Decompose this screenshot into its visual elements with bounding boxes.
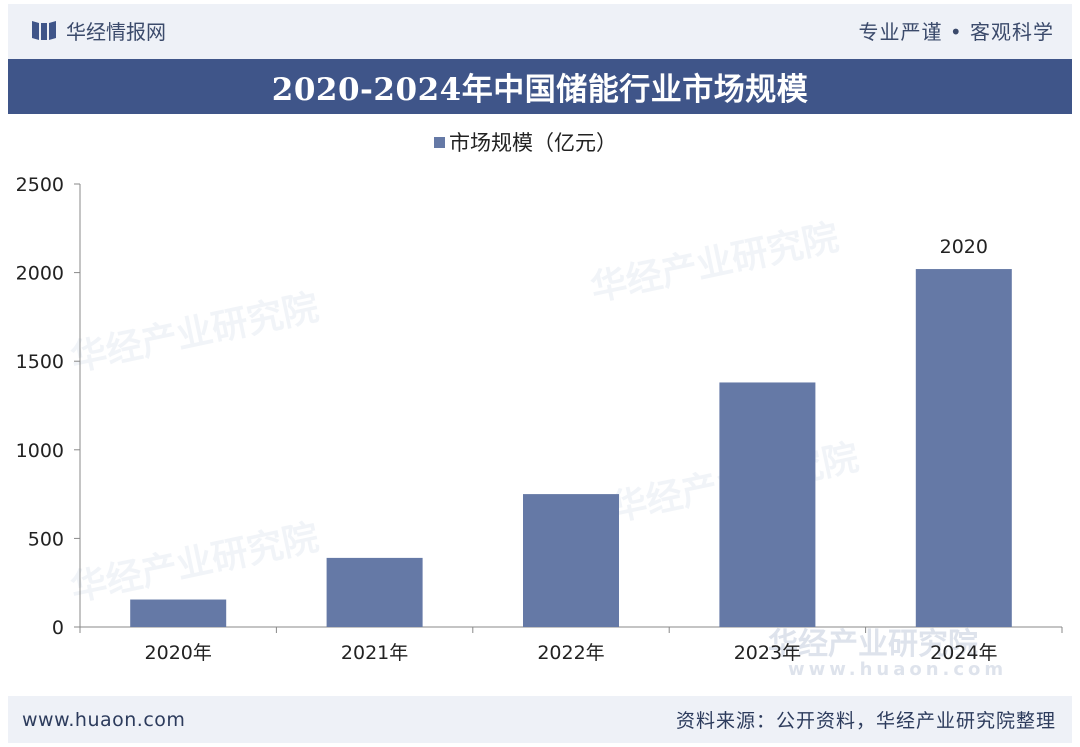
huajing-logo-icon bbox=[32, 21, 56, 40]
x-tick-label: 2022年 bbox=[537, 642, 604, 664]
data-source: 资料来源：公开资料，华经产业研究院整理 bbox=[675, 710, 1056, 732]
footer-bar: www.huaon.com 资料来源：公开资料，华经产业研究院整理 bbox=[8, 696, 1072, 743]
brand: 华经情报网 bbox=[30, 16, 166, 45]
x-tick-label: 2024年 bbox=[930, 642, 997, 664]
brand-name: 华经情报网 bbox=[66, 19, 166, 44]
legend-swatch bbox=[434, 137, 445, 148]
chart-frame: 华经情报网 专业严谨 • 客观科学 2020-2024年中国储能行业市场规模 华… bbox=[8, 4, 1072, 743]
bar-chart: 市场规模（亿元） 0 500 1000 1500 2000 2500 2020年 2021年 20… bbox=[16, 131, 1063, 664]
header-bar: 华经情报网 专业严谨 • 客观科学 bbox=[8, 4, 1072, 56]
bar bbox=[130, 599, 227, 627]
x-tick-label: 2021年 bbox=[341, 642, 408, 664]
chart-title: 2020-2024年中国储能行业市场规模 bbox=[271, 72, 809, 108]
y-tick-label: 0 bbox=[52, 617, 64, 639]
tagline: 专业严谨 • 客观科学 bbox=[858, 19, 1054, 44]
y-tick-label: 1500 bbox=[16, 351, 64, 373]
y-tick-label: 500 bbox=[28, 528, 64, 550]
bar bbox=[523, 494, 619, 627]
bar bbox=[719, 382, 816, 627]
x-tick-label: 2023年 bbox=[734, 642, 801, 664]
y-tick-label: 2500 bbox=[16, 174, 64, 196]
legend-label: 市场规模（亿元） bbox=[449, 131, 617, 155]
bar bbox=[326, 557, 423, 627]
title-bar: 2020-2024年中国储能行业市场规模 bbox=[8, 59, 1072, 114]
y-tick-label: 1000 bbox=[16, 440, 64, 462]
data-label: 2020 bbox=[940, 236, 988, 258]
bar bbox=[915, 269, 1012, 627]
y-tick-label: 2000 bbox=[16, 263, 64, 285]
website-url: www.huaon.com bbox=[22, 708, 186, 731]
x-tick-label: 2020年 bbox=[145, 642, 212, 664]
